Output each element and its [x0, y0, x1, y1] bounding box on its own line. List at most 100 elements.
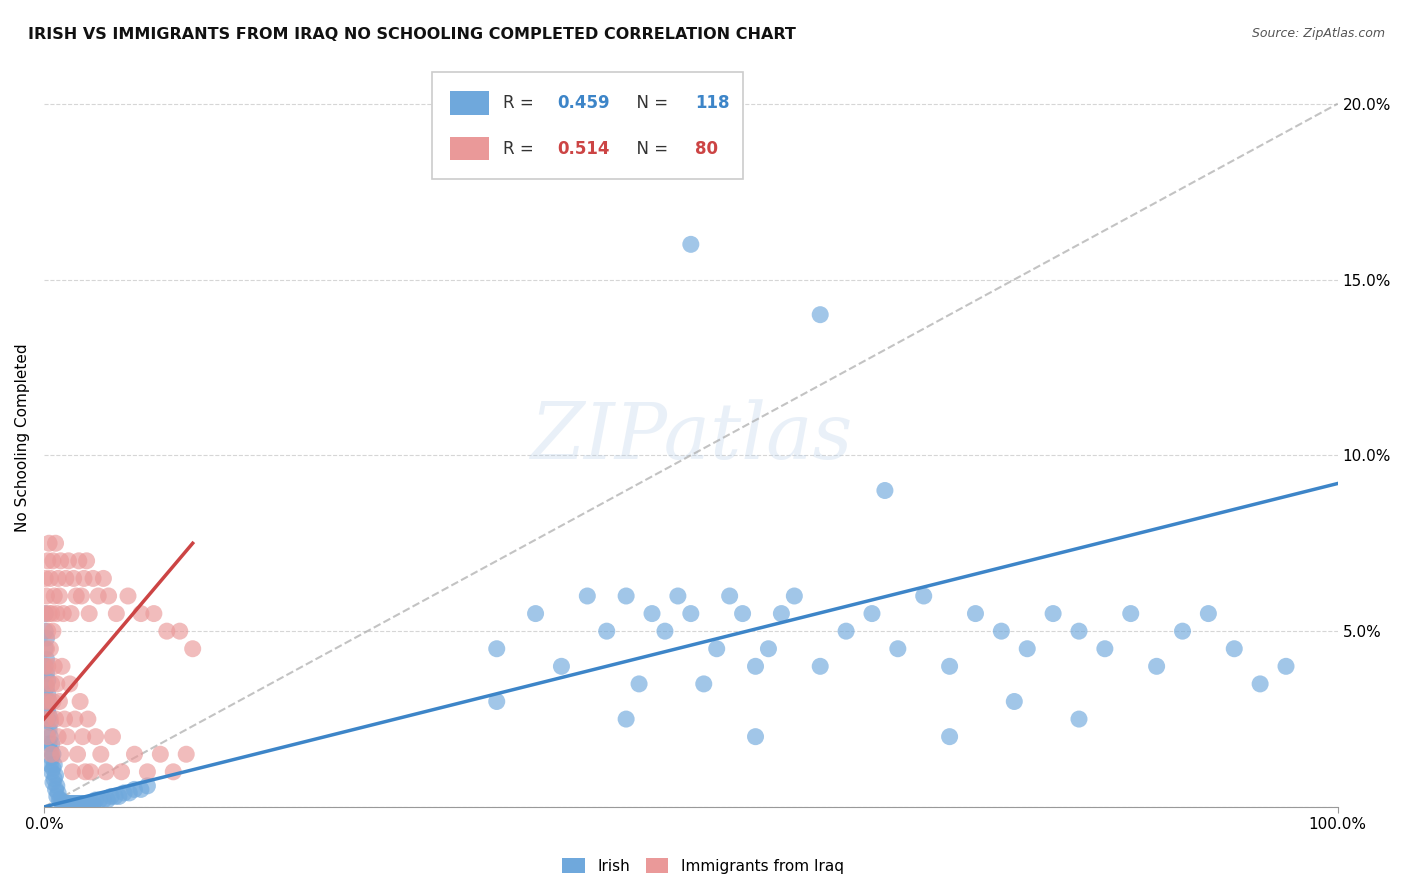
- Point: [65, 589, 87, 603]
- Point: [93, 571, 115, 585]
- Point: [52, 797, 75, 811]
- Point: [89, 793, 111, 807]
- Text: Source: ZipAtlas.com: Source: ZipAtlas.com: [1251, 27, 1385, 40]
- Point: [174, 747, 197, 762]
- Point: [105, 607, 128, 621]
- Point: [69, 797, 91, 811]
- Point: [1197, 607, 1219, 621]
- Point: [679, 237, 702, 252]
- Point: [887, 641, 910, 656]
- Point: [67, 554, 90, 568]
- Point: [41, 607, 63, 621]
- Point: [41, 737, 63, 751]
- Point: [45, 789, 67, 804]
- Point: [44, 659, 66, 673]
- Point: [654, 624, 676, 639]
- Point: [706, 641, 728, 656]
- Point: [48, 793, 70, 807]
- Point: [59, 797, 82, 811]
- Point: [666, 589, 689, 603]
- Point: [1067, 712, 1090, 726]
- Point: [965, 607, 987, 621]
- Point: [45, 779, 67, 793]
- Point: [38, 708, 60, 723]
- Point: [87, 589, 110, 603]
- Point: [758, 641, 780, 656]
- Point: [34, 659, 56, 673]
- Text: R =: R =: [503, 94, 540, 112]
- Point: [628, 677, 651, 691]
- Point: [44, 536, 66, 550]
- Point: [783, 589, 806, 603]
- Point: [37, 624, 59, 639]
- Point: [90, 747, 112, 762]
- Point: [41, 677, 63, 691]
- Point: [39, 715, 62, 730]
- Point: [42, 624, 65, 639]
- Point: [51, 659, 73, 673]
- Point: [912, 589, 935, 603]
- Point: [58, 797, 80, 811]
- Text: ZIPatlas: ZIPatlas: [530, 400, 852, 476]
- Point: [38, 694, 60, 708]
- Point: [53, 797, 76, 811]
- Point: [60, 797, 83, 811]
- Point: [744, 659, 766, 673]
- Point: [641, 607, 664, 621]
- Point: [1002, 694, 1025, 708]
- Point: [48, 694, 70, 708]
- Point: [118, 786, 141, 800]
- Point: [56, 730, 79, 744]
- Point: [34, 641, 56, 656]
- Point: [39, 744, 62, 758]
- Point: [744, 730, 766, 744]
- Point: [39, 730, 62, 744]
- Point: [45, 677, 67, 691]
- Point: [990, 624, 1012, 639]
- Point: [104, 789, 127, 804]
- Point: [62, 797, 84, 811]
- Point: [41, 750, 63, 764]
- Point: [731, 607, 754, 621]
- Point: [42, 775, 65, 789]
- Point: [79, 764, 101, 779]
- Point: [614, 712, 637, 726]
- Point: [65, 797, 87, 811]
- Point: [34, 607, 56, 621]
- Point: [37, 701, 59, 715]
- Point: [63, 712, 86, 726]
- Point: [38, 723, 60, 737]
- Point: [39, 571, 62, 585]
- Point: [770, 607, 793, 621]
- Text: R =: R =: [503, 140, 540, 158]
- Text: 80: 80: [695, 140, 717, 158]
- Point: [37, 554, 59, 568]
- Point: [75, 764, 97, 779]
- Point: [38, 536, 60, 550]
- Point: [42, 761, 65, 775]
- Point: [77, 712, 100, 726]
- Point: [596, 624, 619, 639]
- Point: [1249, 677, 1271, 691]
- Point: [808, 659, 831, 673]
- Point: [51, 797, 73, 811]
- Legend: Irish, Immigrants from Iraq: Irish, Immigrants from Iraq: [557, 852, 849, 880]
- Point: [1042, 607, 1064, 621]
- Point: [67, 797, 90, 811]
- Point: [44, 589, 66, 603]
- Point: [41, 764, 63, 779]
- Point: [100, 789, 122, 804]
- Point: [93, 793, 115, 807]
- Point: [1067, 624, 1090, 639]
- Point: [136, 779, 159, 793]
- Point: [44, 772, 66, 786]
- Point: [550, 132, 572, 146]
- Text: N =: N =: [626, 140, 673, 158]
- Point: [37, 659, 59, 673]
- Point: [162, 764, 184, 779]
- Point: [35, 694, 58, 708]
- Point: [1223, 641, 1246, 656]
- Point: [39, 641, 62, 656]
- Point: [938, 730, 960, 744]
- Point: [37, 712, 59, 726]
